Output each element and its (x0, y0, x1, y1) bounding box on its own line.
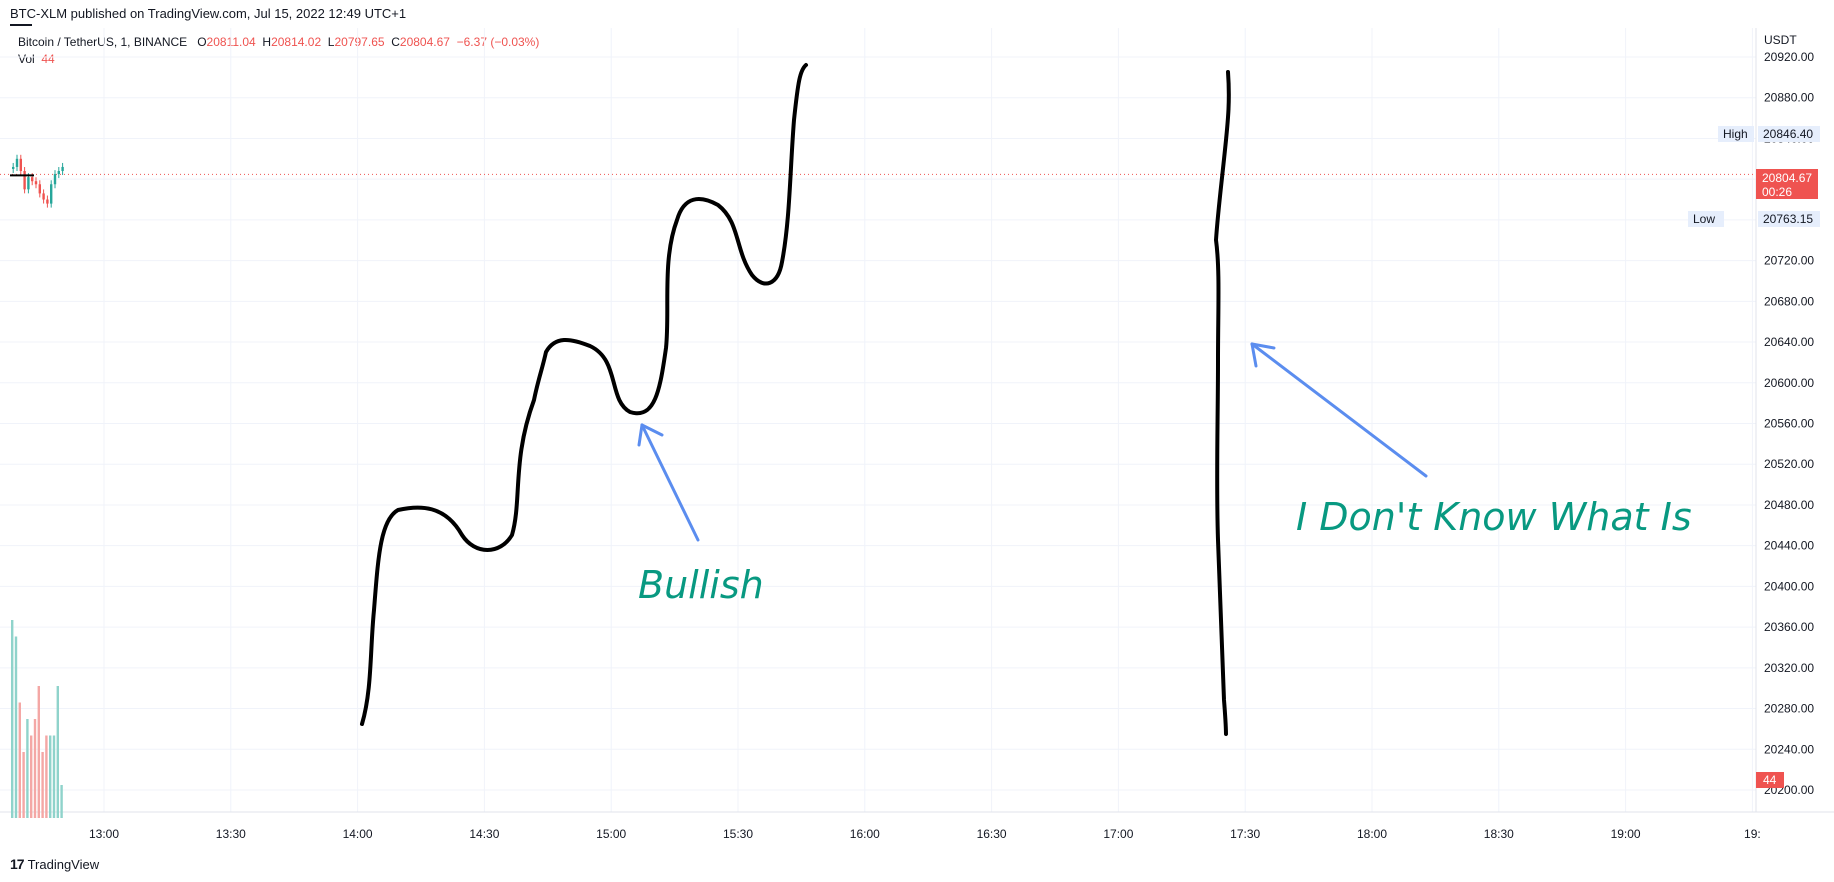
vol-label[interactable]: Vol (18, 52, 35, 66)
candle-body[interactable] (12, 166, 15, 169)
time-tick-label: 15:00 (596, 827, 626, 841)
price-tick-label: 20240.00 (1764, 742, 1814, 756)
bullish-drawing[interactable] (360, 63, 808, 726)
candle-body[interactable] (42, 193, 45, 200)
low-value: 20797.65 (334, 35, 385, 49)
bullish-arrow[interactable] (637, 423, 700, 542)
time-tick-label: 14:30 (469, 827, 499, 841)
time-tick-label: 18:00 (1357, 827, 1387, 841)
chart-grid (0, 28, 1756, 812)
time-tick-label: 14:00 (343, 827, 373, 841)
volume-bar[interactable] (11, 620, 14, 818)
price-tick-label: 20600.00 (1764, 376, 1814, 390)
countdown-value: 00:26 (1762, 185, 1792, 199)
low-marker-value: 20763.15 (1763, 212, 1813, 226)
candle-body[interactable] (15, 158, 19, 167)
time-tick-label: 19: (1744, 827, 1761, 841)
candle-body[interactable] (38, 184, 41, 194)
footer-brand[interactable]: 17 TradingView (10, 856, 99, 872)
high-label: H (262, 35, 272, 49)
candle-body[interactable] (27, 177, 30, 190)
volume-marker: 44 (1756, 772, 1784, 788)
time-tick-label: 19:00 (1611, 827, 1641, 841)
volume-bar[interactable] (26, 719, 29, 818)
volume-bar[interactable] (37, 686, 40, 818)
candle-body[interactable] (34, 181, 38, 185)
price-axis[interactable]: 20920.0020880.0020840.0020800.0020760.00… (1764, 50, 1814, 797)
high-marker-label: High (1723, 127, 1748, 141)
price-tick-label: 20520.00 (1764, 457, 1814, 471)
price-tick-label: 20320.00 (1764, 661, 1814, 675)
caption-underline (10, 24, 32, 26)
vol-value: 44 (41, 52, 55, 66)
low-marker: Low 20763.15 (1688, 211, 1820, 227)
price-tick-label: 20480.00 (1764, 498, 1814, 512)
vertical-drawing[interactable] (1214, 70, 1231, 737)
time-axis[interactable]: 13:00 13:30 14:00 14:30 15:00 15:30 16:00 16:30… (89, 827, 1761, 841)
candle-body[interactable] (53, 174, 57, 185)
unknown-arrow[interactable] (1250, 342, 1428, 478)
volume-bar[interactable] (45, 735, 48, 819)
high-marker: High 20846.40 (1718, 126, 1820, 142)
last-price-value: 20804.67 (1762, 171, 1812, 185)
volume-bar[interactable] (18, 702, 21, 819)
volume-legend: Vol 44 (18, 52, 55, 66)
brand-name: TradingView (27, 856, 100, 872)
volume-series[interactable] (11, 620, 63, 818)
price-tick-label: 20680.00 (1764, 294, 1814, 308)
price-axis-unit: USDT (1764, 33, 1797, 47)
volume-bar[interactable] (41, 752, 44, 818)
volume-bar[interactable] (56, 686, 59, 818)
published-caption: BTC-XLM published on TradingView.com, Ju… (10, 6, 407, 21)
candle-body[interactable] (50, 184, 53, 204)
candle-body[interactable] (19, 158, 22, 172)
last-price-marker: 20804.67 00:26 (1756, 169, 1818, 199)
price-tick-label: 20720.00 (1764, 254, 1814, 268)
volume-bar[interactable] (60, 785, 63, 818)
candle-body[interactable] (31, 177, 34, 182)
time-tick-label: 17:00 (1103, 827, 1133, 841)
volume-bar[interactable] (30, 735, 33, 819)
volume-bar[interactable] (52, 735, 56, 819)
volume-bar[interactable] (49, 735, 52, 819)
time-tick-label: 13:00 (89, 827, 119, 841)
volume-marker-value: 44 (1763, 773, 1777, 787)
volume-bar[interactable] (33, 719, 37, 818)
high-value: 20814.02 (271, 35, 322, 49)
candle-body[interactable] (61, 166, 64, 172)
volume-bar[interactable] (14, 636, 18, 819)
close-value: 20804.67 (399, 35, 450, 49)
price-tick-label: 20400.00 (1764, 579, 1814, 593)
time-tick-label: 17:30 (1230, 827, 1260, 841)
candlestick-series[interactable] (10, 154, 64, 208)
candle-body[interactable] (23, 171, 26, 190)
low-label: L (327, 35, 335, 49)
time-tick-label: 16:00 (850, 827, 880, 841)
change-value: −6.37 (−0.03%) (456, 35, 540, 49)
time-tick-label: 18:30 (1484, 827, 1514, 841)
symbol-name[interactable]: Bitcoin / TetherUS, 1, BINANCE (18, 35, 188, 49)
candle-body[interactable] (57, 171, 60, 175)
time-tick-label: 16:30 (977, 827, 1007, 841)
tradingview-logo-icon: 17 (10, 856, 25, 872)
volume-bar[interactable] (22, 752, 25, 818)
symbol-legend: Bitcoin / TetherUS, 1, BINANCE O20811.04… (18, 35, 539, 49)
open-label: O (197, 35, 207, 49)
candle-body[interactable] (46, 199, 49, 204)
price-tick-label: 20360.00 (1764, 620, 1814, 634)
unknown-annotation[interactable]: I Don't Know What Is (1296, 495, 1692, 539)
price-tick-label: 20440.00 (1764, 539, 1814, 553)
price-tick-label: 20920.00 (1764, 50, 1814, 64)
price-tick-label: 20880.00 (1764, 91, 1814, 105)
low-marker-label: Low (1693, 212, 1715, 226)
time-tick-label: 13:30 (216, 827, 246, 841)
time-tick-label: 15:30 (723, 827, 753, 841)
close-label: C (391, 35, 400, 49)
high-marker-value: 20846.40 (1763, 127, 1813, 141)
price-tick-label: 20560.00 (1764, 417, 1814, 431)
bullish-annotation[interactable]: Bullish (638, 563, 764, 607)
price-tick-label: 20280.00 (1764, 702, 1814, 716)
price-tick-label: 20640.00 (1764, 335, 1814, 349)
